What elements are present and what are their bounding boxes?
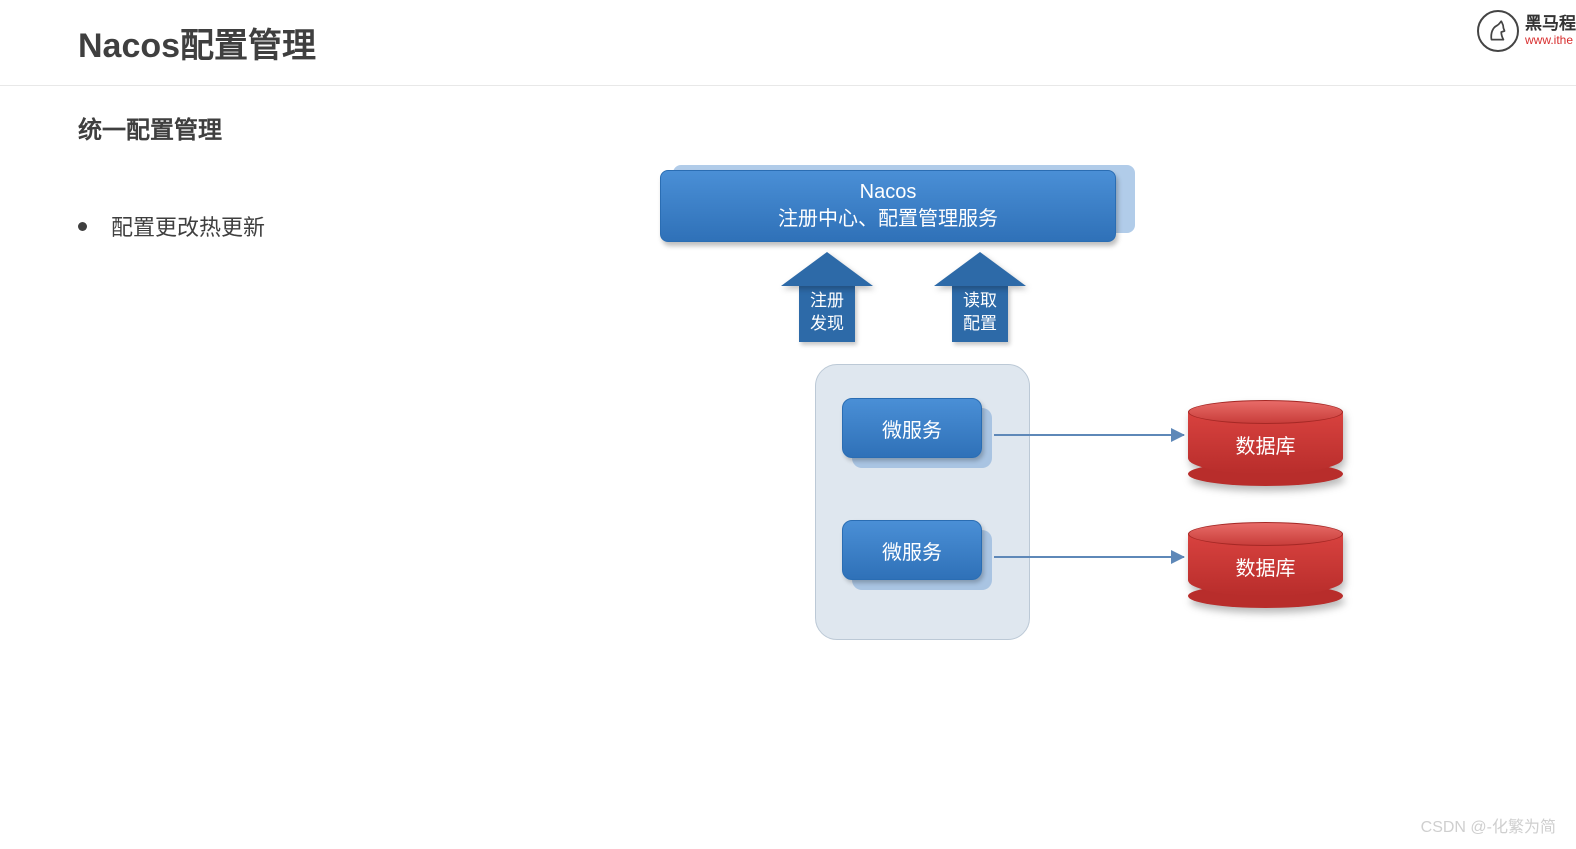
service-shadow — [852, 408, 992, 468]
bullet-icon — [78, 222, 87, 231]
connector-arrow-1 — [994, 434, 1184, 436]
database-node-2: 数据库 — [1188, 522, 1343, 606]
page-title: Nacos配置管理 — [78, 18, 1576, 67]
service-label: 微服务 — [882, 536, 942, 565]
brand-name: 黑马程 — [1525, 15, 1576, 34]
arrow-label-line1: 读取 — [952, 290, 1008, 313]
service-label: 微服务 — [882, 414, 942, 443]
service-box: 微服务 — [842, 520, 982, 580]
bullet-text: 配置更改热更新 — [111, 210, 265, 242]
bullet-item: 配置更改热更新 — [78, 210, 265, 242]
microservice-node-2: 微服务 — [842, 520, 992, 580]
section-subtitle: 统一配置管理 — [78, 110, 222, 145]
nacos-title: Nacos — [661, 179, 1115, 206]
connector-arrow-2 — [994, 556, 1184, 558]
horse-icon — [1485, 18, 1511, 44]
arrow-head-icon — [934, 252, 1026, 286]
arrow-register: 注册 发现 — [781, 252, 873, 342]
database-label: 数据库 — [1188, 552, 1343, 581]
arrow-label-line1: 注册 — [799, 290, 855, 313]
brand-logo-icon — [1477, 10, 1519, 52]
brand-block: 黑马程 www.ithe — [1477, 10, 1576, 52]
arrow-head-icon — [781, 252, 873, 286]
arrow-label-line2: 配置 — [952, 313, 1008, 336]
arrow-config: 读取 配置 — [934, 252, 1026, 342]
nacos-subtitle: 注册中心、配置管理服务 — [661, 206, 1115, 233]
arrow-body: 注册 发现 — [799, 286, 855, 342]
nacos-box: Nacos 注册中心、配置管理服务 — [660, 170, 1116, 242]
header-bar: Nacos配置管理 — [0, 0, 1576, 86]
arrow-label-line2: 发现 — [799, 313, 855, 336]
service-shadow — [852, 530, 992, 590]
database-cylinder-icon: 数据库 — [1188, 522, 1343, 606]
brand-text: 黑马程 www.ithe — [1525, 15, 1576, 47]
nacos-node: Nacos 注册中心、配置管理服务 — [660, 170, 1140, 242]
architecture-diagram: Nacos 注册中心、配置管理服务 注册 发现 读取 配置 微服务 微服务 — [0, 0, 1576, 849]
watermark: CSDN @-化繁为简 — [1421, 813, 1556, 837]
database-node-1: 数据库 — [1188, 400, 1343, 484]
microservice-node-1: 微服务 — [842, 398, 992, 458]
brand-url: www.ithe — [1525, 34, 1576, 47]
nacos-shadow-layer — [673, 165, 1135, 233]
database-cylinder-icon: 数据库 — [1188, 400, 1343, 484]
service-cluster — [815, 364, 1030, 640]
database-label: 数据库 — [1188, 430, 1343, 459]
arrow-body: 读取 配置 — [952, 286, 1008, 342]
service-box: 微服务 — [842, 398, 982, 458]
